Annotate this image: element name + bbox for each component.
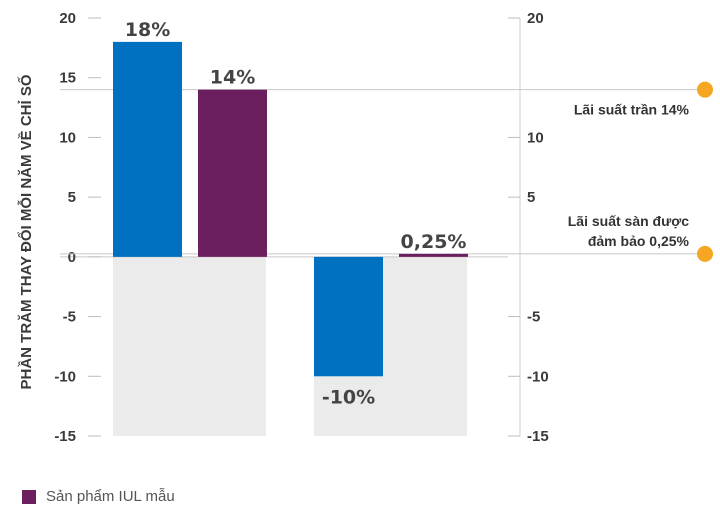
data-label: 14% [210,67,255,89]
reference-dot [697,81,713,98]
negative-band [113,256,266,436]
legend-label-iul: Sản phẩm IUL mẫu [46,488,175,505]
left-tick-label: 15 [59,70,76,87]
bar [113,41,182,257]
left-tick-label: 20 [59,10,76,27]
left-tick-label: -15 [54,428,76,445]
left-tick-label: 5 [68,189,76,206]
annotation-text: Lãi suất sàn được [568,213,689,229]
y-axis-title: PHẦN TRĂM THAY ĐỔI MỖI NĂM VỀ CHỈ SỐ [17,74,35,389]
annotation-text: đảm bảo 0,25% [588,233,690,249]
legend: Sản phẩm IUL mẫu [22,488,175,505]
right-tick-label: -15 [527,428,549,445]
right-tick-label: -10 [527,368,549,385]
right-tick-label: 20 [527,10,544,27]
bar [198,89,267,257]
left-tick-label: 10 [59,129,76,146]
data-label: -10% [322,386,375,408]
data-labels: 18% 14% -10% 0,25% [125,19,467,408]
bars [113,41,468,377]
legend-swatch-iul [22,489,36,504]
annotation-text: Lãi suất trần 14% [574,102,690,118]
bar [399,253,468,257]
reference-dot [697,245,713,262]
axes: 20 15 10 5 0 -5 -10 -15 20 10 5 -5 -10 -15 [54,10,548,445]
data-label: 18% [125,19,170,41]
negative-bands [113,256,467,436]
bar [314,256,383,377]
left-tick-label: -5 [63,309,76,326]
reference-lines: Lãi suất trần 14% Lãi suất sàn được đảm bả… [60,81,713,262]
left-tick-label: 0 [68,249,76,266]
right-tick-label: -5 [527,309,540,326]
right-tick-label: 5 [527,189,535,206]
right-tick-label: 10 [527,129,544,146]
left-tick-label: -10 [54,368,76,385]
bar-chart: 20 15 10 5 0 -5 -10 -15 20 10 5 -5 -10 -15 Lãi suất t… [17,10,713,445]
data-label: 0,25% [401,231,467,253]
